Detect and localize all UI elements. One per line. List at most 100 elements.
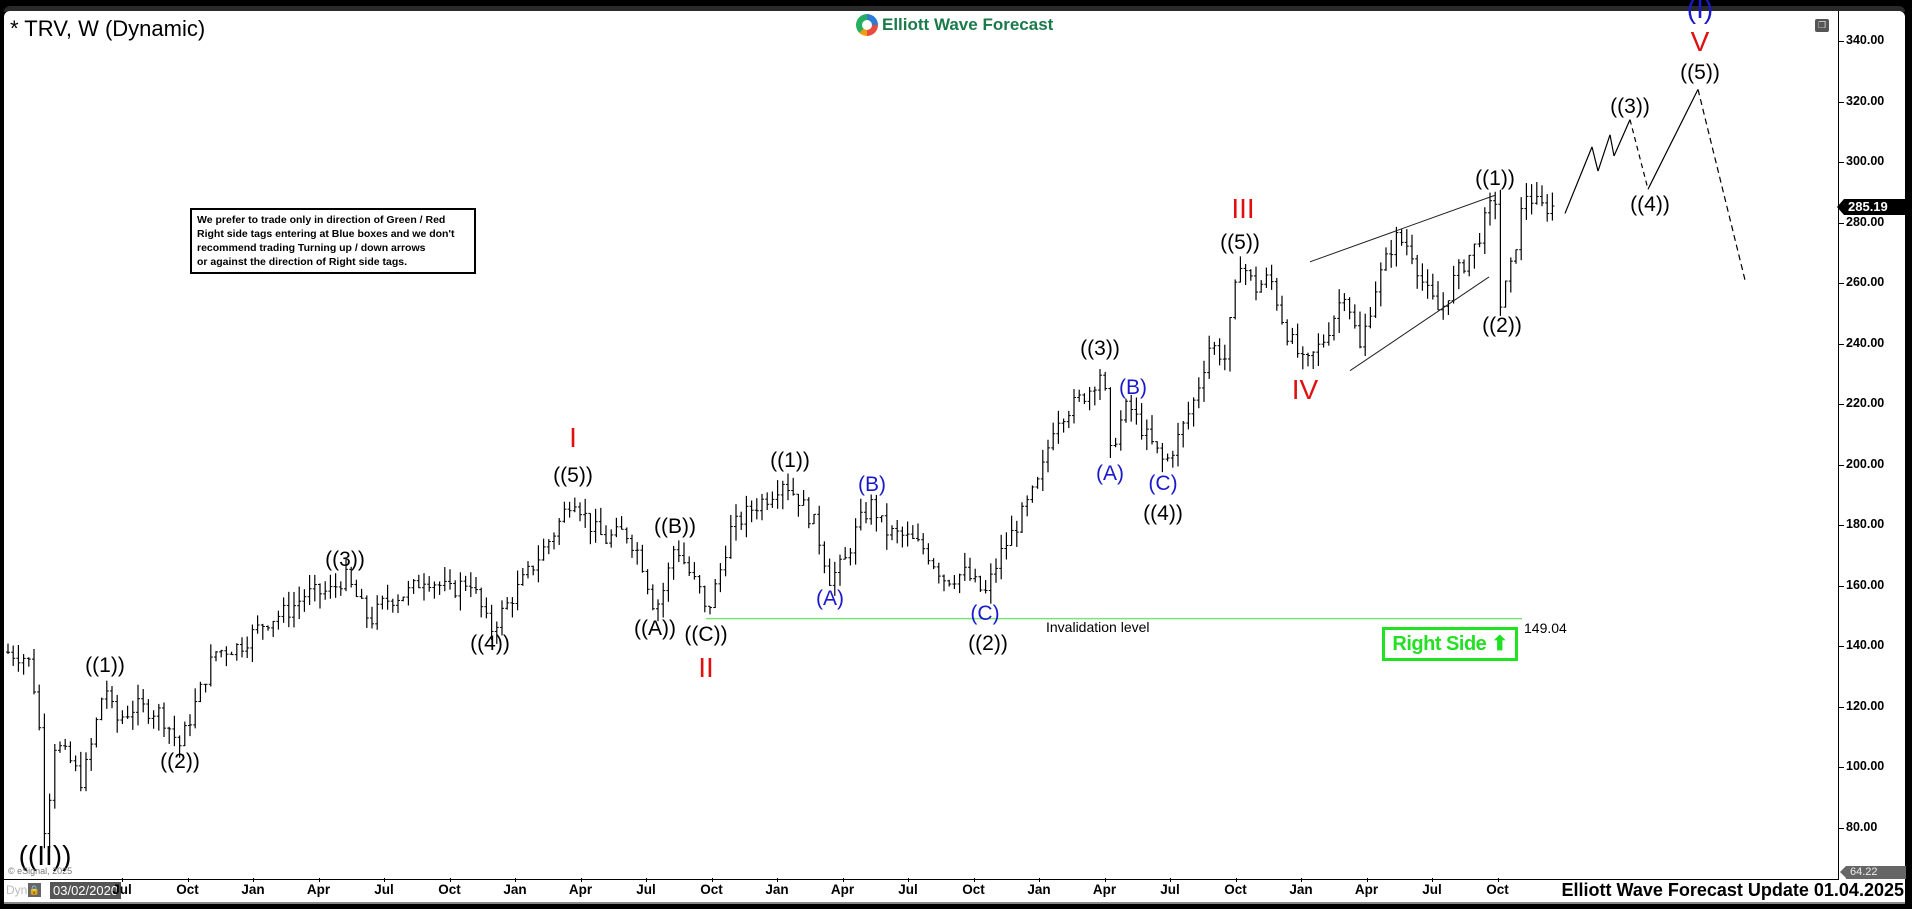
time-tick bbox=[1301, 878, 1302, 882]
elliott-wave-logo-icon bbox=[856, 14, 878, 36]
right-side-tag: Right Side ⬆ bbox=[1382, 627, 1518, 661]
price-tick-label: 260.00 bbox=[1846, 275, 1885, 289]
time-tick bbox=[777, 878, 778, 882]
wave-label: ((5)) bbox=[1680, 61, 1720, 85]
time-tick-label: Apr bbox=[1354, 882, 1379, 897]
time-tick bbox=[973, 878, 975, 882]
notice-line: recommend trading Turning up / down arro… bbox=[197, 242, 426, 254]
arrow-up-icon: ⬆ bbox=[1491, 633, 1508, 655]
price-tick-label: 240.00 bbox=[1846, 335, 1885, 350]
time-tick bbox=[515, 878, 516, 882]
time-tick-label: Jul bbox=[1422, 882, 1442, 897]
wave-label: (A) bbox=[816, 586, 844, 610]
price-tick-label: 100.00 bbox=[1846, 759, 1885, 773]
time-tick bbox=[580, 878, 582, 882]
wave-label: ((3)) bbox=[325, 548, 365, 572]
price-tick bbox=[1839, 646, 1844, 647]
time-tick bbox=[646, 878, 647, 882]
wave-label: ((4)) bbox=[1630, 193, 1670, 217]
time-tick bbox=[318, 878, 320, 882]
price-tick bbox=[1839, 525, 1844, 526]
copyright-text: © eSignal, 2025 bbox=[8, 866, 73, 876]
time-tick bbox=[908, 878, 909, 882]
wave-label: II bbox=[698, 652, 714, 684]
wave-label: (C) bbox=[970, 601, 1000, 625]
price-tick bbox=[1839, 41, 1844, 42]
price-tick-label: 300.00 bbox=[1846, 154, 1885, 168]
plot-area[interactable] bbox=[4, 11, 1839, 880]
last-price-tag: 285.19 bbox=[1837, 199, 1906, 215]
time-tick-label: Jul bbox=[112, 882, 132, 897]
wave-label: ((A)) bbox=[634, 616, 676, 640]
notice-line: We prefer to trade only in direction of … bbox=[197, 214, 446, 226]
time-tick-label: Oct bbox=[1486, 882, 1509, 897]
dyn-label: Dyn bbox=[6, 883, 28, 897]
time-tick bbox=[187, 878, 189, 882]
wave-label: (I) bbox=[1686, 0, 1714, 24]
trading-notice-box: We prefer to trade only in direction of … bbox=[190, 208, 476, 274]
wave-label: ((1)) bbox=[770, 448, 810, 472]
time-tick bbox=[1235, 878, 1237, 882]
price-tick-label: 200.00 bbox=[1846, 456, 1885, 471]
wave-label: (C) bbox=[1148, 471, 1178, 495]
wave-label: ((4)) bbox=[1143, 501, 1183, 525]
time-tick-label: Jan bbox=[765, 882, 789, 897]
price-tick-label: 320.00 bbox=[1846, 93, 1885, 108]
wave-label: ((B)) bbox=[654, 515, 696, 539]
wave-label: IV bbox=[1291, 373, 1319, 405]
wave-label: ((5)) bbox=[1220, 230, 1260, 254]
wave-label: III bbox=[1231, 192, 1255, 224]
restore-window-icon[interactable]: ❐ bbox=[1815, 19, 1829, 32]
right-side-label: Right Side bbox=[1392, 633, 1487, 655]
wave-label: ((3)) bbox=[1610, 94, 1650, 118]
price-tick-label: 340.00 bbox=[1846, 33, 1885, 47]
time-tick-label: Jul bbox=[636, 882, 656, 897]
price-tick bbox=[1839, 343, 1844, 345]
time-axis[interactable]: Dyn 🔒 03/02/2020 Jul Oct Jan Apr Jul Oct Jan Ap… bbox=[4, 878, 1905, 904]
time-tick bbox=[842, 878, 844, 882]
cursor-date-tag: 03/02/2020 bbox=[50, 882, 122, 899]
wave-label: (B) bbox=[858, 472, 886, 496]
price-tick bbox=[1839, 404, 1844, 405]
wave-label: ((2)) bbox=[1482, 314, 1522, 338]
price-tick bbox=[1839, 706, 1844, 708]
time-tick-label: Oct bbox=[700, 882, 723, 897]
wave-label: ((4)) bbox=[470, 631, 510, 655]
time-tick-label: Jan bbox=[1289, 882, 1313, 897]
time-tick-label: Oct bbox=[176, 882, 199, 897]
time-tick bbox=[253, 878, 254, 882]
price-tick bbox=[1839, 585, 1844, 587]
time-tick bbox=[384, 878, 385, 882]
brand-name: Elliott Wave Forecast bbox=[882, 15, 1054, 34]
time-tick-label: Oct bbox=[1224, 882, 1247, 897]
wave-label: ((C)) bbox=[684, 622, 728, 646]
price-tick bbox=[1839, 222, 1844, 224]
wave-label: ((1)) bbox=[1475, 167, 1515, 191]
brand-logo-group: Elliott Wave Forecast bbox=[856, 14, 1053, 36]
price-tick-label: 160.00 bbox=[1846, 577, 1885, 592]
notice-line: Right side tags entering at Blue boxes a… bbox=[197, 228, 455, 240]
wave-label: ((2)) bbox=[160, 749, 200, 773]
low-price-tag: 64.22 bbox=[1840, 866, 1906, 879]
price-tick bbox=[1839, 827, 1844, 829]
lock-icon[interactable]: 🔒 bbox=[28, 883, 41, 897]
time-tick-label: Jul bbox=[898, 882, 918, 897]
time-tick-label: Apr bbox=[568, 882, 593, 897]
invalidation-value: 149.04 bbox=[1524, 620, 1567, 636]
time-tick-label: Jan bbox=[1027, 882, 1051, 897]
time-tick-label: Jan bbox=[241, 882, 265, 897]
price-tick bbox=[1839, 101, 1844, 103]
wave-label: (A) bbox=[1096, 462, 1124, 486]
time-tick-label: Jul bbox=[374, 882, 394, 897]
price-tick-label: 220.00 bbox=[1846, 396, 1885, 410]
time-tick-label: Jul bbox=[1160, 882, 1180, 897]
price-tick bbox=[1839, 283, 1844, 284]
wave-label: V bbox=[1690, 26, 1710, 58]
time-tick-label: Apr bbox=[830, 882, 855, 897]
time-tick bbox=[1366, 878, 1368, 882]
time-tick-label: Apr bbox=[306, 882, 331, 897]
price-tick-label: 120.00 bbox=[1846, 698, 1885, 713]
price-tick bbox=[1839, 162, 1844, 163]
time-tick bbox=[1170, 878, 1171, 882]
